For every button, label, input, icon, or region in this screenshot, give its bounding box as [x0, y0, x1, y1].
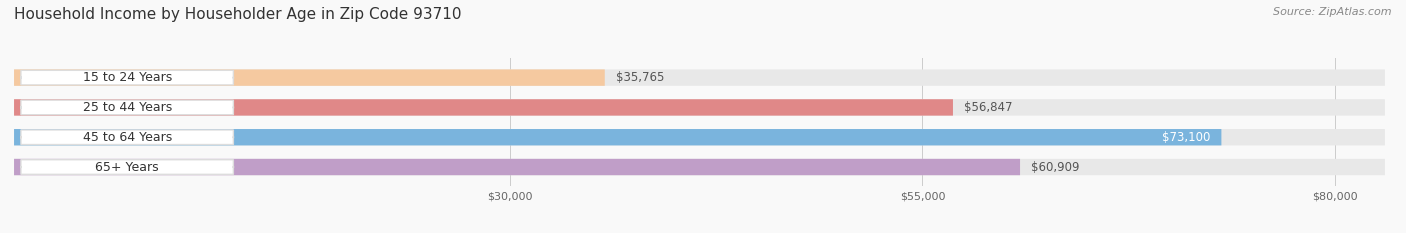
FancyBboxPatch shape — [14, 129, 1222, 145]
FancyBboxPatch shape — [21, 130, 233, 144]
FancyBboxPatch shape — [14, 69, 605, 86]
FancyBboxPatch shape — [14, 69, 1385, 86]
Text: $73,100: $73,100 — [1161, 131, 1211, 144]
Text: $60,909: $60,909 — [1031, 161, 1080, 174]
FancyBboxPatch shape — [21, 70, 233, 85]
Text: 65+ Years: 65+ Years — [96, 161, 159, 174]
FancyBboxPatch shape — [21, 160, 233, 174]
Text: $56,847: $56,847 — [965, 101, 1012, 114]
Text: Household Income by Householder Age in Zip Code 93710: Household Income by Householder Age in Z… — [14, 7, 461, 22]
FancyBboxPatch shape — [14, 159, 1019, 175]
FancyBboxPatch shape — [14, 159, 1385, 175]
FancyBboxPatch shape — [14, 99, 953, 116]
Text: Source: ZipAtlas.com: Source: ZipAtlas.com — [1274, 7, 1392, 17]
FancyBboxPatch shape — [14, 129, 1385, 145]
Text: 45 to 64 Years: 45 to 64 Years — [83, 131, 172, 144]
FancyBboxPatch shape — [21, 100, 233, 115]
FancyBboxPatch shape — [14, 99, 1385, 116]
Text: $35,765: $35,765 — [616, 71, 664, 84]
Text: 15 to 24 Years: 15 to 24 Years — [83, 71, 172, 84]
Text: 25 to 44 Years: 25 to 44 Years — [83, 101, 172, 114]
